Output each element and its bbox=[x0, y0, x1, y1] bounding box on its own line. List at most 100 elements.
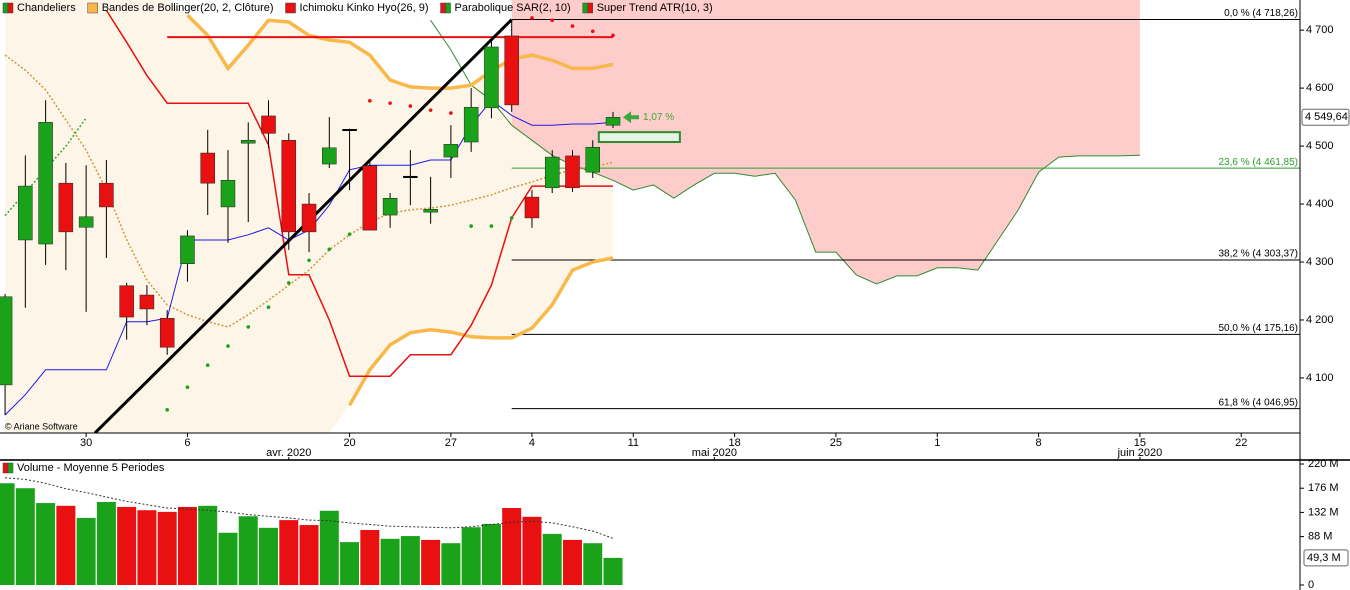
volume-bar bbox=[76, 517, 96, 585]
month-label: juin 2020 bbox=[1117, 447, 1163, 459]
fib-label: 38,2 % (4 303,37) bbox=[1219, 249, 1299, 260]
volume-bar bbox=[157, 511, 177, 585]
sar-dot bbox=[205, 363, 210, 367]
bollinger-upper bbox=[186, 13, 614, 90]
volume-y-tick-label: 220 M bbox=[1308, 458, 1339, 470]
candle-body bbox=[544, 156, 560, 189]
y-tick-label: 4 500 bbox=[1306, 140, 1334, 152]
candle-body bbox=[524, 196, 540, 219]
volume-bar bbox=[0, 483, 15, 585]
sar-dot bbox=[449, 111, 453, 115]
sar-dot bbox=[286, 281, 291, 285]
annotation-text: 1,07 % bbox=[643, 112, 674, 123]
candle-body bbox=[585, 146, 601, 173]
volume-bar bbox=[259, 527, 279, 585]
sar-dot bbox=[570, 24, 575, 28]
candle-body bbox=[605, 117, 621, 126]
volume-bar bbox=[56, 505, 76, 585]
legend-swatch bbox=[587, 2, 593, 14]
y-tick-label: 4 400 bbox=[1306, 198, 1334, 210]
current-volume-box bbox=[1303, 549, 1349, 567]
volume-bar bbox=[522, 516, 542, 585]
sar-dot bbox=[428, 108, 433, 112]
sar-dot bbox=[226, 344, 230, 348]
volume-bar bbox=[340, 542, 360, 585]
volume-bar bbox=[279, 520, 299, 585]
sar-dot bbox=[266, 305, 271, 310]
legend-label: Ichimoku Kinko Hyo(26, 9) bbox=[300, 2, 429, 14]
volume-pane bbox=[0, 477, 623, 585]
legend-swatch bbox=[2, 462, 9, 474]
current-volume-label: 49,3 M bbox=[1307, 552, 1341, 564]
annotation-arrow bbox=[623, 111, 640, 124]
fib-label: 50,0 % (4 175,16) bbox=[1219, 323, 1299, 334]
volume-bar bbox=[117, 506, 137, 585]
x-tick-label: 8 bbox=[1036, 437, 1042, 449]
legend-swatch bbox=[87, 2, 98, 14]
volume-bar bbox=[421, 539, 441, 585]
volume-bar bbox=[198, 505, 218, 585]
candle-body bbox=[342, 129, 357, 132]
candle-body bbox=[18, 185, 33, 241]
volume-bar bbox=[542, 533, 562, 585]
volume-legend: Volume - Moyenne 5 Periodes bbox=[17, 462, 165, 474]
sar-dot bbox=[307, 258, 311, 263]
y-tick-label: 4 200 bbox=[1306, 314, 1334, 326]
legend-swatch bbox=[582, 2, 588, 14]
candle-body bbox=[220, 180, 236, 208]
x-tick-label: 18 bbox=[728, 437, 740, 449]
y-tick-label: 4 700 bbox=[1306, 24, 1334, 36]
x-tick-label: 15 bbox=[1134, 437, 1146, 449]
volume-y-tick-label: 88 M bbox=[1308, 531, 1332, 543]
candle-body bbox=[322, 147, 337, 165]
bollinger-middle bbox=[4, 54, 614, 328]
candle-body bbox=[78, 216, 94, 228]
x-tick-label: 20 bbox=[343, 437, 355, 449]
ichimoku-kijun bbox=[105, 9, 613, 377]
candle-body bbox=[99, 182, 114, 208]
legend-label: Chandeliers bbox=[17, 2, 76, 14]
sar-dot bbox=[408, 104, 413, 108]
sar-dot bbox=[165, 408, 169, 412]
candle-body bbox=[200, 152, 215, 184]
cloud-line bbox=[430, 20, 1140, 285]
candle-body bbox=[565, 155, 580, 189]
legend-swatch bbox=[445, 2, 451, 14]
volume-bar bbox=[481, 523, 501, 585]
candle-body bbox=[261, 115, 276, 134]
candle-body bbox=[180, 235, 195, 264]
volume-bar bbox=[461, 527, 481, 585]
candle-body bbox=[484, 46, 499, 109]
volume-bar bbox=[299, 525, 319, 585]
cloud-fill bbox=[511, 0, 1140, 284]
volume-bar bbox=[562, 539, 582, 585]
sar-dot bbox=[368, 99, 372, 103]
sar-dot bbox=[550, 18, 555, 23]
y-tick-label: 4 100 bbox=[1306, 372, 1334, 384]
volume-y-tick-label: 0 bbox=[1308, 579, 1314, 590]
candle-body bbox=[382, 197, 398, 216]
sar-dot bbox=[388, 101, 392, 105]
current-price-box bbox=[1301, 108, 1350, 126]
x-tick-label: 6 bbox=[184, 437, 190, 449]
month-label: avr. 2020 bbox=[266, 447, 311, 459]
bollinger-lower bbox=[348, 256, 614, 407]
credit: © Ariane Software bbox=[5, 421, 78, 431]
candle-body bbox=[159, 317, 175, 348]
candle-body bbox=[362, 165, 378, 231]
x-tick-label: 4 bbox=[529, 437, 535, 449]
legend-swatch bbox=[7, 2, 14, 14]
overlay: Chandeliers Bandes de Bollinger(20, 2, Cl… bbox=[2, 2, 713, 474]
volume-y-tick-label: 132 M bbox=[1308, 506, 1339, 518]
y-tick-label: 4 300 bbox=[1306, 256, 1334, 268]
volume-bar bbox=[96, 501, 116, 585]
volume-y-tick-label: 176 M bbox=[1308, 482, 1339, 494]
volume-bar bbox=[380, 538, 400, 585]
fib-label: 23,6 % (4 461,85) bbox=[1219, 157, 1299, 168]
zone-box bbox=[597, 131, 681, 144]
price-pane: 0,0 % (4 718,26) 23,6 % (4 461,85) 38,2 % … bbox=[0, 0, 1300, 433]
x-tick-label: 1 bbox=[934, 437, 940, 449]
candle-body bbox=[58, 182, 74, 233]
